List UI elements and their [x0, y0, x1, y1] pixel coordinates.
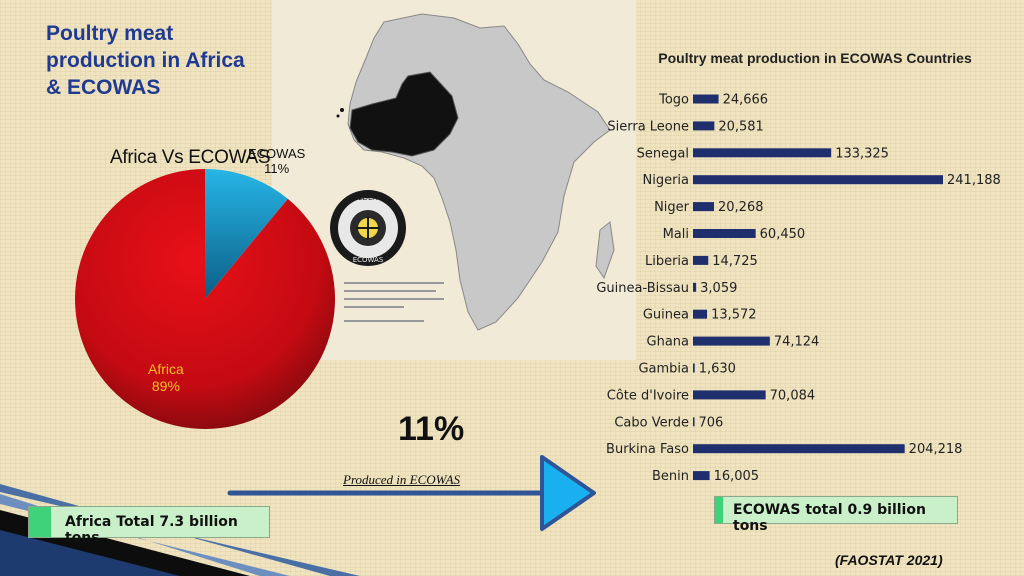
- big-percent: 11%: [398, 410, 465, 448]
- category-label-niger: Niger: [654, 200, 690, 215]
- value-label-liberia: 14,725: [712, 254, 758, 269]
- ecowas-region: [349, 71, 459, 157]
- slide-title: Poultry meat production in Africa & ECOW…: [46, 20, 286, 101]
- pie-label-ecowas-name: ECOWAS: [248, 146, 306, 161]
- bar-sierra-leone: [693, 121, 715, 131]
- arrow-head-icon: [540, 455, 596, 531]
- madagascar: [595, 221, 615, 280]
- bar-ghana: [693, 336, 770, 346]
- category-label-togo: Togo: [658, 93, 689, 108]
- value-label-gambia: 1,630: [699, 362, 736, 377]
- category-label-liberia: Liberia: [645, 254, 689, 269]
- value-label-nigeria: 241,188: [947, 173, 1001, 188]
- bar-guinea-bissau: [693, 282, 697, 292]
- category-label-burkina-faso: Burkina Faso: [606, 442, 689, 457]
- logo-text-top: CEDEAO: [353, 194, 383, 202]
- pie-label-ecowas: ECOWAS 11%: [248, 146, 305, 176]
- bar-cabo-verde: [693, 417, 695, 427]
- value-label-mali: 60,450: [760, 227, 806, 242]
- pie-label-africa-name: Africa: [148, 361, 184, 377]
- bar-chart-title: Poultry meat production in ECOWAS Countr…: [658, 50, 972, 66]
- value-label-guinea: 13,572: [711, 308, 757, 323]
- produced-in-ecowas: Produced in ECOWAS: [343, 472, 461, 487]
- ecowas-total-text: ECOWAS total 0.9 billion tons: [733, 502, 926, 534]
- map-caption-lines: [344, 282, 444, 322]
- bar-senegal: [693, 148, 832, 158]
- category-label-sierra-leone: Sierra Leone: [607, 119, 689, 134]
- bar-chart: Togo 24,666 Sierra Leone 20,581 Senegal 133,3…: [596, 93, 1001, 485]
- category-label-mali: Mali: [663, 227, 689, 242]
- value-label-niger: 20,268: [718, 200, 764, 215]
- value-label-ghana: 74,124: [774, 335, 820, 350]
- bar-gambia: [693, 363, 695, 373]
- bar-benin: [693, 471, 710, 481]
- category-label-benin: Benin: [652, 469, 689, 484]
- category-label-guinea: Guinea: [643, 308, 689, 323]
- bar-burkina-faso: [693, 444, 905, 454]
- bar-niger: [693, 202, 715, 212]
- logo-text-bottom: ECOWAS: [353, 256, 384, 264]
- pie-label-ecowas-pct: 11%: [264, 161, 290, 176]
- title-line-1: Poultry meat: [46, 22, 174, 45]
- value-label-senegal: 133,325: [835, 146, 889, 161]
- value-label-sierra-leone: 20,581: [718, 119, 764, 134]
- bar-nigeria: [693, 175, 943, 185]
- value-label-guinea-bissau: 3,059: [700, 281, 737, 296]
- pie-slice-africa: [74, 169, 335, 430]
- africa-total-text: Africa Total 7.3 billion tons: [65, 514, 238, 546]
- ecowas-total-box: ECOWAS total 0.9 billion tons: [714, 496, 958, 534]
- bar-c-te-d-ivoire: [693, 390, 766, 400]
- africa-map-image: CEDEAO ECOWAS: [330, 13, 615, 331]
- arrow-to-ecowas: [227, 455, 596, 531]
- value-label-benin: 16,005: [714, 469, 760, 484]
- ecowas-total-accent: [715, 497, 723, 523]
- category-label-gambia: Gambia: [638, 362, 689, 377]
- bar-liberia: [693, 255, 709, 265]
- title-line-3: & ECOWAS: [46, 76, 161, 99]
- bar-togo: [693, 94, 719, 104]
- title-line-2: production in Africa: [46, 49, 245, 72]
- pie-chart: [74, 169, 335, 430]
- pie-slice-ecowas: [205, 169, 288, 299]
- value-label-c-te-d-ivoire: 70,084: [770, 388, 816, 403]
- category-label-senegal: Senegal: [637, 146, 689, 161]
- africa-total-box: Africa Total 7.3 billion tons: [28, 506, 270, 546]
- bar-mali: [693, 229, 756, 238]
- category-label-cabo-verde: Cabo Verde: [614, 415, 689, 430]
- category-label-ghana: Ghana: [647, 335, 690, 350]
- pie-label-africa: Africa 89%: [148, 361, 184, 395]
- bar-guinea: [693, 309, 708, 319]
- category-label-c-te-d-ivoire: Côte d'Ivoire: [607, 388, 689, 403]
- pie-chart-title: Africa Vs ECOWAS: [110, 147, 271, 168]
- source-citation: (FAOSTAT 2021): [835, 552, 943, 568]
- africa-map-panel: CEDEAO ECOWAS: [272, 0, 636, 360]
- value-label-cabo-verde: 706: [699, 415, 724, 430]
- value-label-burkina-faso: 204,218: [909, 442, 963, 457]
- category-label-guinea-bissau: Guinea-Bissau: [596, 281, 689, 296]
- value-label-togo: 24,666: [723, 93, 769, 108]
- africa-total-accent: [29, 507, 51, 537]
- ecowas-logo: [330, 190, 406, 266]
- pie-label-africa-pct: 89%: [151, 378, 180, 394]
- category-label-nigeria: Nigeria: [642, 173, 689, 188]
